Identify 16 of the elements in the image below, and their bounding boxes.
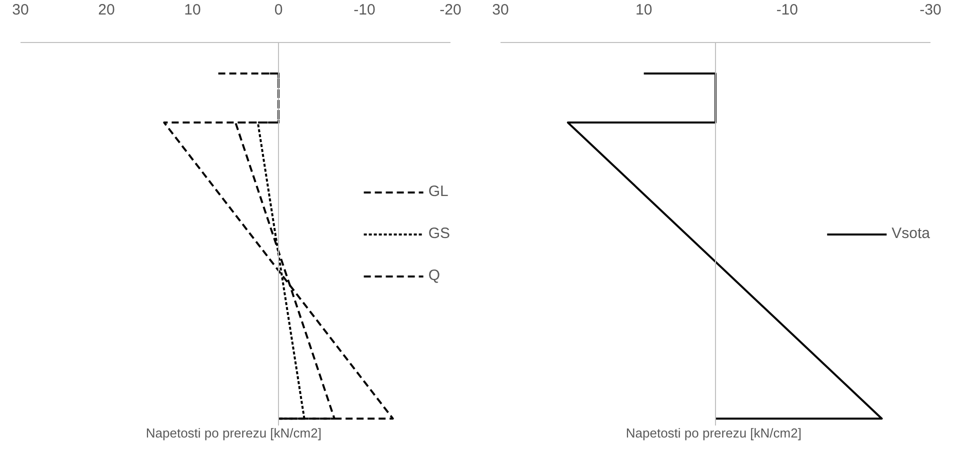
x-tick-label: 30: [12, 2, 29, 18]
x-tick-label: -10: [354, 2, 376, 18]
x-tick-label: 20: [98, 2, 115, 18]
x-tick-label: -30: [920, 2, 942, 18]
legend-label: GS: [428, 225, 450, 242]
x-tick-label: -20: [440, 2, 462, 18]
legend-label: GL: [428, 183, 448, 200]
x-tick-label: 10: [184, 2, 201, 18]
x-tick-label: 30: [492, 2, 509, 18]
x-tick-label: 10: [635, 2, 652, 18]
x-tick-label: -10: [776, 2, 798, 18]
legend-label: Vsota: [892, 225, 930, 242]
x-axis-title: Napetosti po prerezu [kN/cm2]: [146, 426, 322, 440]
x-axis-title: Napetosti po prerezu [kN/cm2]: [626, 426, 802, 440]
legend-label: Q: [428, 267, 441, 284]
x-tick-label: 0: [274, 2, 283, 18]
